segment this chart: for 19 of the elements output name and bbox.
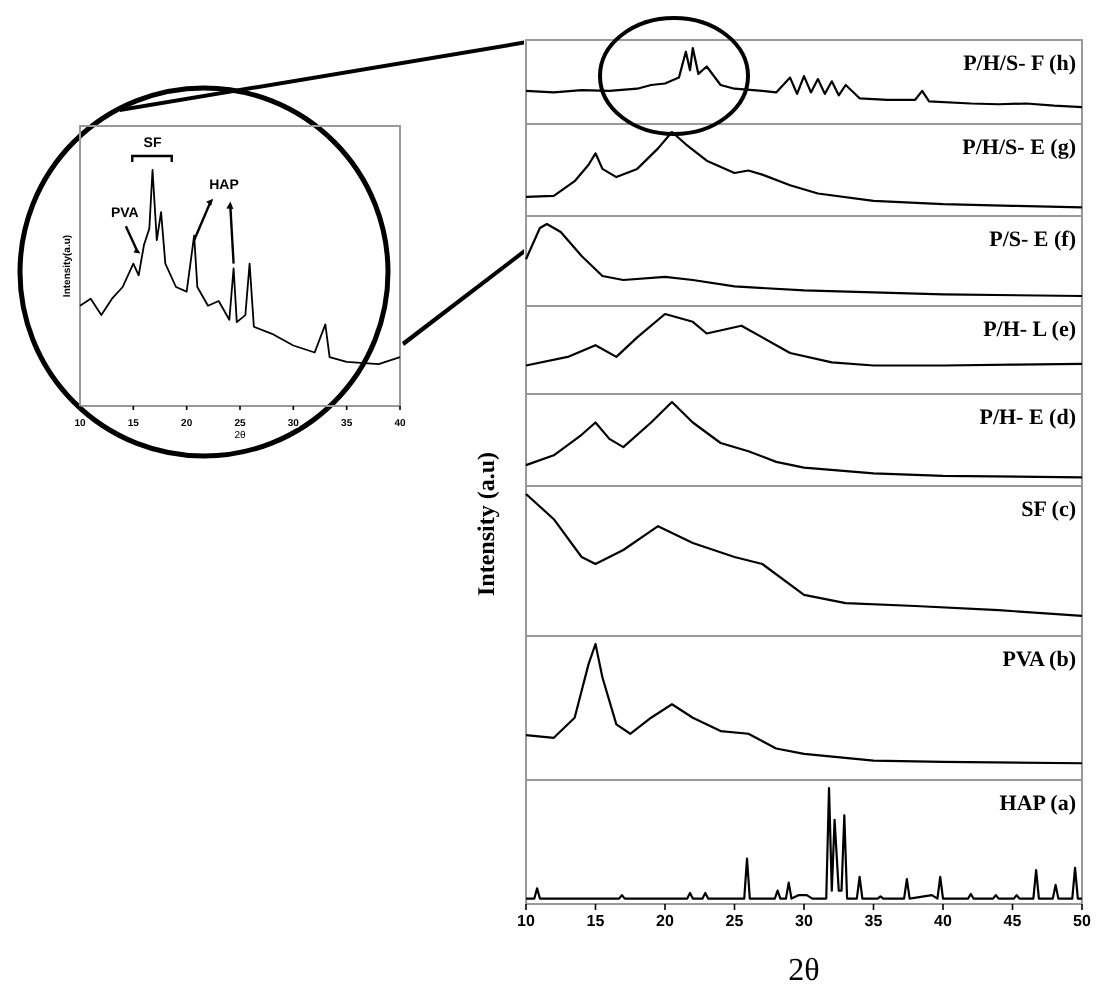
text: PVA (b) bbox=[1002, 648, 1077, 672]
x-axis-title: 2θ bbox=[788, 954, 820, 988]
series-label: P/S- E (f) bbox=[989, 228, 1077, 252]
series-label: P/H- L (e) bbox=[983, 318, 1077, 342]
x-tick-label: 30 bbox=[795, 912, 814, 930]
y-axis-title: Intensity (a.u) bbox=[472, 451, 500, 597]
x-tick-label: 10 bbox=[517, 912, 536, 930]
series-label: P/H/S- F (h) bbox=[963, 52, 1077, 76]
x-tick-label: 25 bbox=[725, 912, 745, 930]
text: HAP (a) bbox=[999, 792, 1077, 816]
x-tick-label: 35 bbox=[864, 912, 884, 930]
x-tick-label: 50 bbox=[1073, 912, 1092, 930]
x-tick-label: 45 bbox=[1003, 912, 1023, 930]
x-tick-label: 15 bbox=[586, 912, 606, 930]
text: SF (c) bbox=[1021, 498, 1077, 522]
x-tick-label: 40 bbox=[934, 912, 953, 930]
text: P/H/S- E (g) bbox=[962, 136, 1077, 160]
text: P/H- E (d) bbox=[979, 406, 1077, 430]
x-tick-label: 20 bbox=[656, 912, 675, 930]
